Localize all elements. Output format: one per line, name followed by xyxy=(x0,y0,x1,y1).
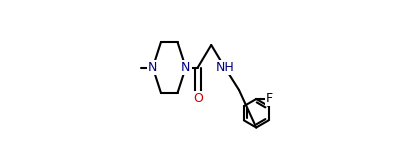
Text: NH: NH xyxy=(216,61,234,74)
Text: N: N xyxy=(181,61,191,74)
Text: F: F xyxy=(266,93,273,105)
Text: N: N xyxy=(148,61,157,74)
Text: O: O xyxy=(193,93,203,105)
